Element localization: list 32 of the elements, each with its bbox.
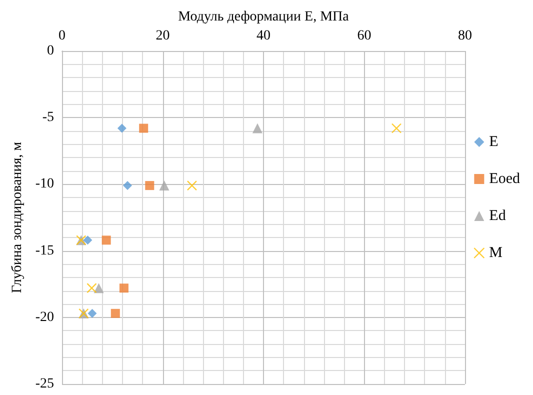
y-tick-label: 0	[47, 44, 54, 58]
point	[186, 180, 198, 191]
x-tick-label: 0	[58, 28, 66, 44]
point	[139, 124, 148, 133]
point	[110, 308, 120, 318]
legend-label: E	[489, 134, 498, 150]
x-tick-label: 40	[256, 28, 270, 44]
point	[94, 283, 104, 294]
x-tick-label: 20	[156, 28, 170, 44]
y-tick-label: -25	[35, 376, 54, 392]
point	[88, 308, 97, 318]
y-axis-title: Глубина зондирования, м	[10, 142, 25, 294]
legend-label: Ed	[489, 208, 506, 224]
point	[391, 123, 402, 134]
y-tick-label: -5	[42, 110, 54, 126]
point	[102, 236, 111, 245]
y-tick-label: -20	[35, 310, 54, 325]
x-tick-label: 80	[458, 28, 472, 44]
legend-label: Eoed	[489, 171, 520, 187]
y-tick-label: -10	[35, 176, 54, 192]
x-axis-title: Модуль деформации Е, МПа	[178, 10, 350, 25]
x-tick-label: 60	[357, 28, 372, 44]
point	[86, 282, 97, 294]
legend-label: M	[489, 245, 503, 261]
point	[145, 181, 154, 190]
point	[119, 284, 128, 293]
point	[252, 123, 262, 134]
point	[122, 181, 132, 190]
point	[83, 236, 92, 245]
point	[117, 124, 126, 133]
y-tick-label: -15	[35, 243, 54, 258]
point	[159, 180, 170, 191]
